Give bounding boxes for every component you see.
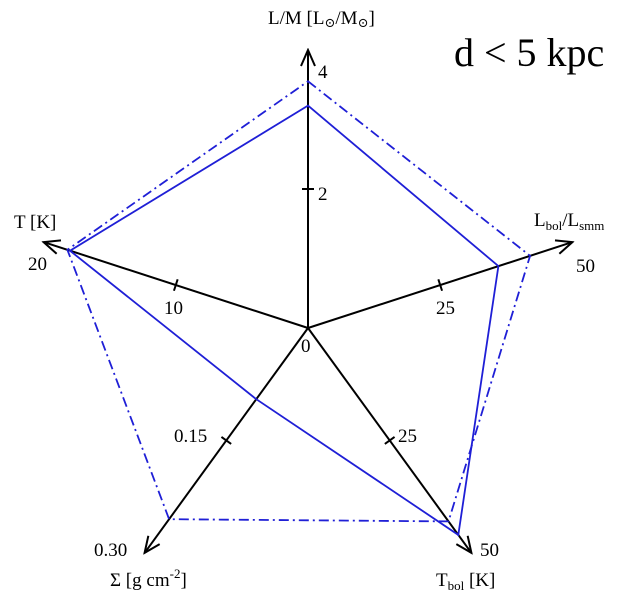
- series-polygon-1: [68, 104, 500, 537]
- tick-label-temp: 10: [164, 298, 183, 319]
- tick-label-sigma: 0.15: [174, 426, 207, 447]
- axis-title-sigma: Σ [g cm-2]: [110, 566, 187, 591]
- tick-label-lm: 2: [318, 184, 328, 205]
- tick-mark-sigma: [220, 436, 232, 445]
- axis-title-temp: T [K]: [14, 212, 56, 233]
- axis-max-label-tbol: 50: [480, 540, 499, 561]
- axis-title-lm: L/M [L⊙/M⊙]: [268, 8, 375, 30]
- axis-max-label-lbol: 50: [576, 256, 595, 277]
- tick-label-tbol: 25: [398, 426, 417, 447]
- axis-max-label-temp: 20: [28, 254, 47, 275]
- tick-mark-tbol: [384, 436, 396, 445]
- radar-series: [66, 80, 532, 537]
- chart-title: d < 5 kpc: [454, 30, 604, 75]
- axis-title-tbol: Tbol [K]: [436, 570, 495, 593]
- axis-title-lbol: Lbol/Lsmm: [534, 210, 604, 233]
- axis-max-label-lm: 4: [318, 62, 328, 83]
- radar-axes: 2 4 25 50 25 50 0.15 0.30 10 20: [28, 50, 595, 561]
- center-label: 0: [301, 336, 311, 357]
- axis-max-label-sigma: 0.30: [94, 540, 127, 561]
- tick-mark-temp: [172, 279, 179, 292]
- series-polygon-2: [66, 80, 532, 523]
- tick-label-lbol: 25: [436, 298, 455, 319]
- tick-mark-lbol: [437, 279, 444, 292]
